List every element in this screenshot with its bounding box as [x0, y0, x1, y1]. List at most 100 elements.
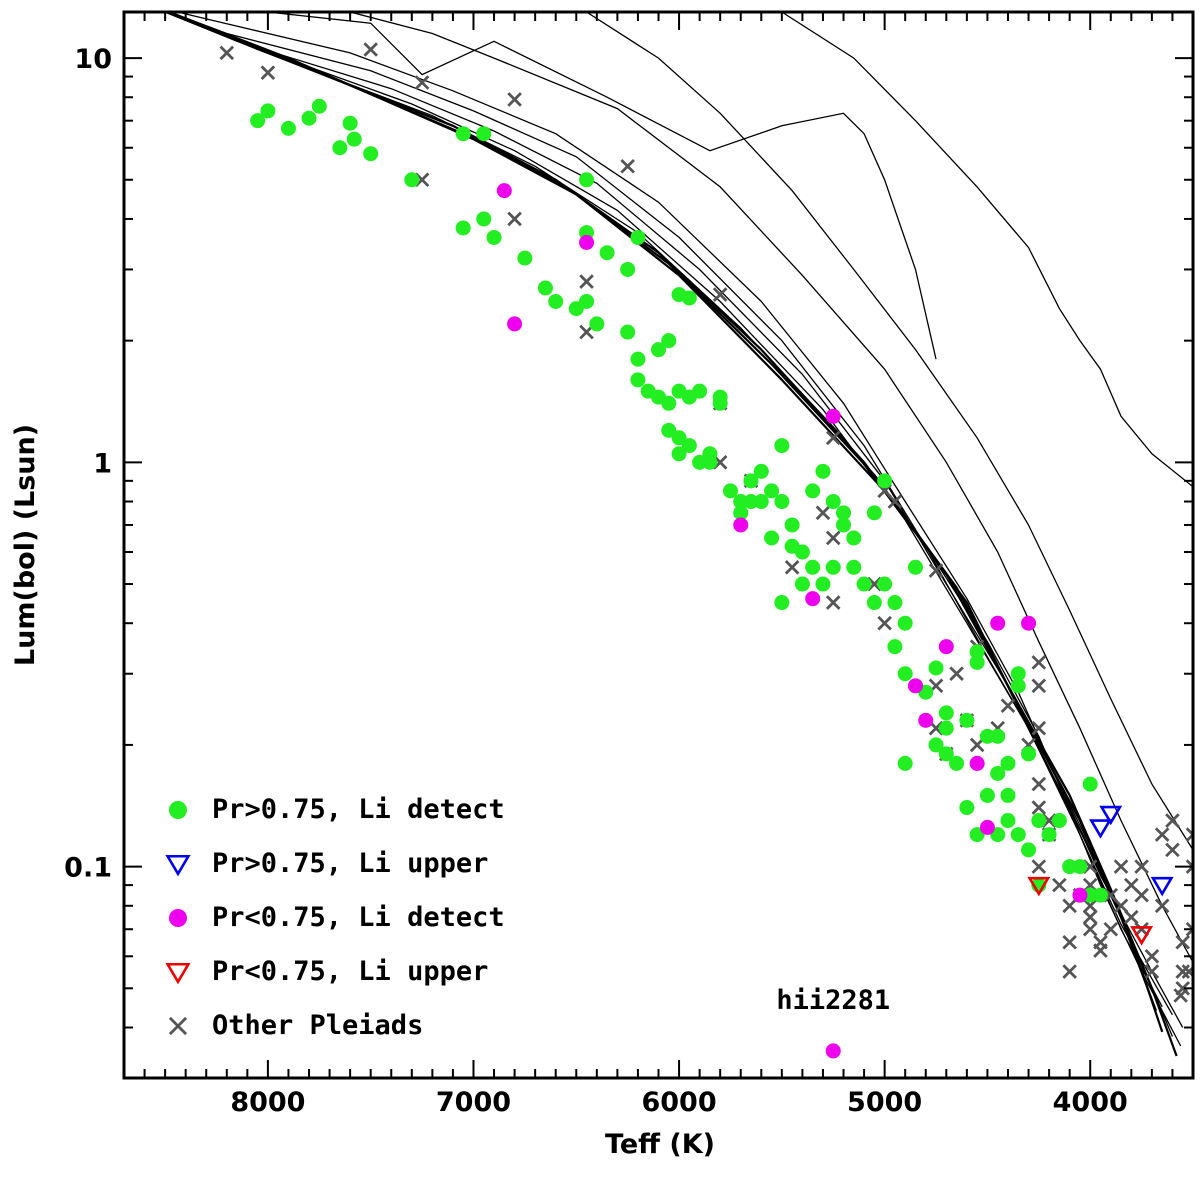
model-track: [349, 12, 1193, 963]
data-point: [342, 115, 358, 131]
model-track: [163, 12, 1174, 1037]
data-point: [928, 737, 944, 753]
x-axis-title: Teff (K): [605, 1129, 715, 1160]
data-point: [815, 505, 831, 521]
data-point: [949, 666, 964, 682]
data-point: [825, 430, 841, 446]
data-point: [681, 290, 697, 306]
x-tick-label: 7000: [436, 1087, 511, 1118]
data-point: [1000, 698, 1016, 714]
data-point: [1175, 964, 1191, 979]
data-point: [990, 765, 1006, 781]
data-point: [1165, 813, 1180, 828]
data-point: [712, 389, 728, 405]
data-point: [702, 454, 718, 470]
data-points: [219, 42, 1193, 1059]
data-point: [1150, 876, 1174, 897]
legend-item: Other Pleiads: [168, 1010, 423, 1041]
data-point: [630, 229, 646, 245]
legend-item: Pr<0.75, Li detect: [169, 902, 505, 933]
data-point: [1181, 964, 1193, 979]
y-tick-label: 1: [93, 448, 112, 479]
axis-ticks: [123, 12, 1194, 1079]
data-point: [260, 65, 276, 80]
data-point: [1031, 813, 1047, 829]
data-point: [579, 293, 595, 309]
data-point: [722, 483, 738, 499]
data-point: [1173, 988, 1188, 1003]
data-point: [887, 494, 903, 509]
data-point: [907, 678, 923, 694]
data-point: [825, 408, 841, 424]
data-point: [825, 559, 841, 575]
data-point: [825, 530, 841, 546]
data-point: [743, 473, 759, 489]
data-point: [784, 538, 800, 554]
data-point: [969, 755, 985, 771]
data-point: [280, 120, 296, 136]
legend-label: Pr<0.75, Li detect: [212, 902, 505, 933]
data-point: [1185, 827, 1193, 842]
legend-item: Pr<0.75, Li upper: [165, 956, 488, 987]
data-point: [764, 530, 780, 546]
data-point: [537, 280, 553, 296]
data-point: [1062, 934, 1077, 950]
data-point: [1000, 813, 1016, 829]
data-point: [897, 615, 913, 631]
data-point: [1185, 859, 1193, 874]
data-point: [1010, 666, 1026, 682]
data-point: [1051, 813, 1067, 829]
data-point: [455, 220, 471, 236]
data-point: [753, 494, 769, 510]
data-point: [877, 473, 893, 489]
legend-marker: [169, 801, 187, 819]
data-point: [692, 383, 708, 399]
data-point: [363, 146, 379, 162]
y-tick-label: 10: [74, 44, 112, 75]
data-point: [969, 644, 985, 660]
data-point: [579, 172, 595, 188]
data-point: [938, 720, 954, 736]
data-point: [836, 505, 852, 521]
data-point: [877, 576, 893, 592]
data-point: [774, 595, 790, 611]
model-track: [267, 12, 937, 360]
data-point: [260, 103, 276, 119]
data-point: [1031, 776, 1047, 792]
data-point: [496, 183, 512, 199]
data-point: [651, 342, 666, 358]
data-point: [825, 494, 841, 510]
model-track: [163, 12, 1178, 1057]
data-point: [1021, 615, 1037, 631]
data-point: [784, 560, 800, 575]
data-point: [1000, 787, 1016, 803]
data-point: [1185, 921, 1193, 937]
data-point: [1089, 819, 1112, 839]
y-tick-labels: 10 1 0.1: [64, 44, 112, 884]
data-point: [1124, 877, 1139, 893]
data-point: [866, 595, 882, 611]
data-point: [1031, 678, 1047, 694]
data-point: [1082, 921, 1098, 937]
data-point: [1021, 842, 1037, 858]
legend-marker: [169, 909, 187, 927]
data-point: [1010, 678, 1026, 694]
model-track: [586, 12, 1193, 851]
data-point: [1113, 898, 1129, 914]
data-point: [1093, 943, 1108, 958]
data-point: [1041, 827, 1057, 843]
data-point: [1062, 859, 1078, 875]
data-point: [979, 728, 995, 744]
data-point: [346, 131, 362, 147]
data-point: [733, 494, 749, 510]
legend-marker: [165, 854, 191, 877]
data-point: [219, 45, 235, 61]
legend-marker: [165, 962, 191, 985]
data-point: [949, 755, 965, 771]
data-point: [805, 559, 821, 575]
data-point: [404, 172, 420, 188]
y-axis-title: Lum(bol) (Lsun): [10, 424, 41, 666]
data-point: [661, 422, 677, 438]
legend-label: Pr>0.75, Li detect: [212, 794, 505, 825]
